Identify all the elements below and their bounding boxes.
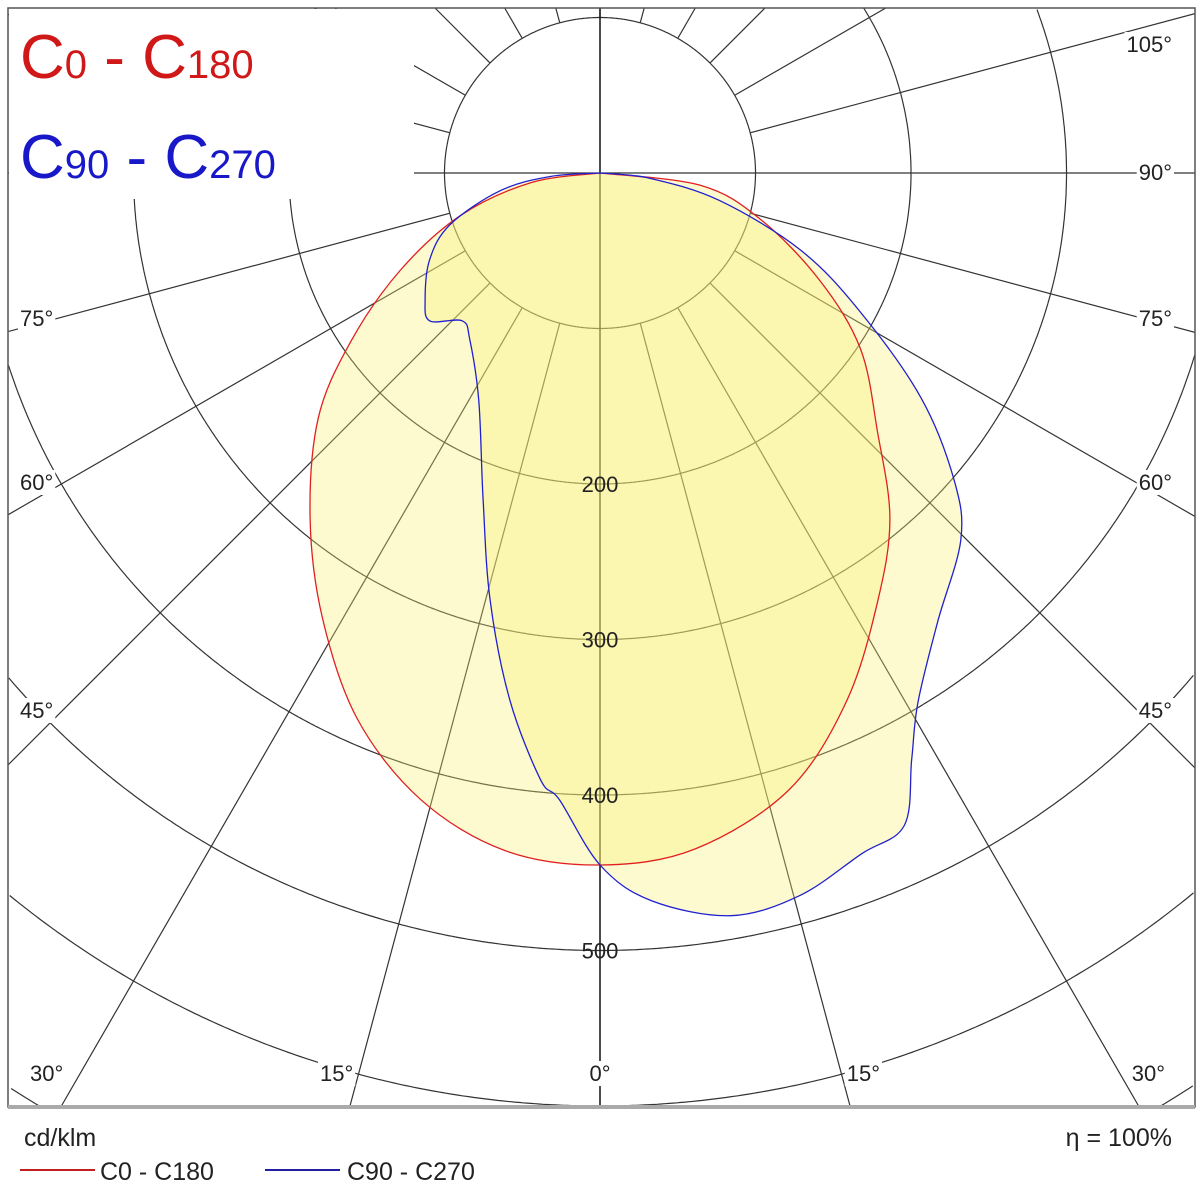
- angle-label-right-2: 75°: [1139, 306, 1172, 331]
- grid-circle-500: [8, 675, 1194, 952]
- title-red: C0 - C180: [20, 23, 254, 92]
- radial-label-300: 300: [582, 628, 619, 653]
- angle-label-bg: [318, 1061, 356, 1086]
- angle-label-right-1: 90°: [1139, 160, 1172, 185]
- legend-item-red: C0 - C180: [100, 1158, 214, 1186]
- grid-circle-700: [10, 1085, 1194, 1107]
- grid-radial-left-150: [504, 8, 601, 174]
- radial-label-400: 400: [582, 783, 619, 808]
- angle-label-right-5: 30°: [1132, 1061, 1165, 1086]
- grid-radial-right-135: [599, 8, 766, 174]
- angle-labels: 105° 90° 75° 60° 45° 30° 15° 0° 15° 30° 45° 60° 75°: [18, 32, 1174, 1086]
- legend-item-blue: C90 - C270: [347, 1158, 475, 1186]
- title-blue: C90 - C270: [20, 123, 276, 192]
- radial-label-200: 200: [582, 472, 619, 497]
- angle-label-left-3: 60°: [20, 470, 53, 495]
- angle-label-bg: [28, 1061, 66, 1086]
- grid-radial-left-15: [349, 172, 601, 1107]
- grid-radial-right-150: [599, 8, 696, 174]
- angle-label-bg: [1136, 306, 1174, 331]
- angle-label-bg: [1136, 160, 1174, 185]
- radial-label-500: 500: [582, 939, 619, 964]
- title-legend-box: [9, 9, 414, 199]
- angle-label-bottom: 0°: [589, 1061, 610, 1086]
- intensity-fills: [309, 173, 962, 916]
- angle-label-bg: [844, 1061, 882, 1086]
- grid-radial-right-105: [599, 13, 1195, 174]
- angle-label-right-0: 105°: [1126, 32, 1172, 57]
- grid-circle-600: [9, 892, 1194, 1107]
- efficiency-label: η = 100%: [1066, 1124, 1172, 1152]
- grid-radial-right-30: [599, 172, 1140, 1107]
- angle-label-left-2: 45°: [20, 698, 53, 723]
- fill-c90-c270: [425, 173, 962, 916]
- fill-c0-c180: [309, 173, 890, 866]
- angle-label-left-1: 30°: [30, 1061, 63, 1086]
- unit-label: cd/klm: [24, 1124, 96, 1152]
- angle-label-bg: [587, 1061, 613, 1086]
- grid-radial-right-120: [599, 8, 887, 174]
- grid-radial-left-30: [60, 172, 601, 1107]
- angle-label-right-4: 45°: [1139, 698, 1172, 723]
- grid-radial-left-165: [555, 8, 601, 174]
- angle-label-bg: [18, 470, 56, 495]
- angle-label-left-4: 75°: [20, 306, 53, 331]
- bottom-axis-bar: [8, 1105, 1195, 1109]
- angle-label-right-6: 15°: [847, 1061, 880, 1086]
- angle-label-bg: [1129, 1061, 1167, 1086]
- angle-label-left-0: 15°: [320, 1061, 353, 1086]
- curve-c90-c270: [424, 172, 963, 917]
- grid-radial-right-15: [599, 172, 851, 1107]
- grid-radial-left-135: [434, 8, 601, 174]
- angle-label-bg: [1136, 698, 1174, 723]
- angle-label-right-3: 60°: [1139, 470, 1172, 495]
- grid-radial-right-165: [599, 8, 645, 174]
- radial-tick-labels: 200 300 400 500: [582, 472, 619, 964]
- angle-label-bg: [18, 698, 56, 723]
- angle-label-bg: [1124, 32, 1174, 57]
- angle-label-bg: [18, 306, 56, 331]
- intensity-curves: [309, 172, 963, 917]
- angle-label-bg: [1136, 470, 1174, 495]
